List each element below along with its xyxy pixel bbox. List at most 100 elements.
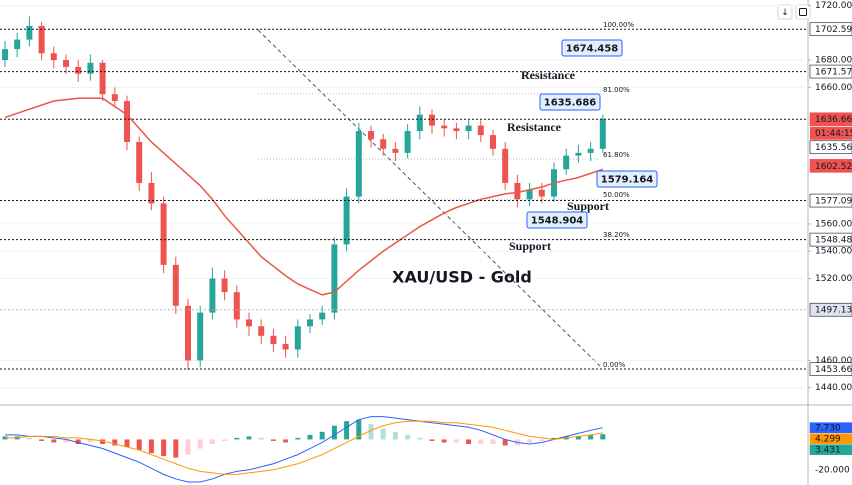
price-tag-label: 1636.663 bbox=[815, 115, 852, 125]
candle-body bbox=[148, 182, 155, 204]
price-tag-label: 7.730 bbox=[815, 424, 841, 434]
candle-body bbox=[209, 278, 216, 313]
maximize-button[interactable] bbox=[795, 4, 811, 20]
histogram-bar bbox=[209, 439, 215, 444]
signal-line bbox=[5, 420, 603, 475]
histogram-bar bbox=[112, 439, 118, 446]
price-tag-label: 4.299 bbox=[815, 435, 841, 445]
histogram-bar bbox=[26, 437, 32, 440]
histogram-bar bbox=[63, 439, 69, 443]
y-tick-label: 1440.000 bbox=[815, 383, 852, 393]
annotation-box bbox=[596, 170, 658, 188]
annotation-box bbox=[526, 211, 588, 229]
annotation-note: Support bbox=[567, 199, 609, 213]
candle-body bbox=[124, 101, 130, 142]
histogram-bar bbox=[75, 439, 81, 444]
annotation-value: 1635.686 bbox=[544, 98, 597, 109]
price-tag bbox=[809, 433, 852, 444]
annotation-note: Support bbox=[509, 239, 551, 253]
candle-body bbox=[111, 94, 118, 102]
candle-body bbox=[197, 312, 204, 361]
candle-body bbox=[63, 60, 69, 67]
histogram-bar bbox=[429, 439, 435, 441]
y-tick-label: -20.000 bbox=[815, 465, 850, 475]
candle-body bbox=[160, 203, 167, 265]
histogram-bar bbox=[441, 439, 447, 443]
histogram-bar bbox=[344, 421, 350, 440]
candle-body bbox=[282, 344, 289, 350]
fib-label: 0.00% bbox=[603, 361, 626, 369]
price-tag bbox=[809, 232, 852, 247]
histogram-bar bbox=[185, 439, 191, 455]
candle-body bbox=[87, 62, 94, 74]
candle-body bbox=[172, 264, 179, 306]
annotation-box bbox=[539, 93, 601, 111]
price-tag-label: 3.431 bbox=[815, 446, 841, 456]
histogram-bar bbox=[319, 431, 325, 440]
candle-body bbox=[331, 244, 338, 313]
candle-body bbox=[233, 292, 240, 320]
fib-label: 100.00% bbox=[603, 21, 634, 29]
candle-body bbox=[26, 25, 33, 40]
price-tag-label: 1635.567 bbox=[815, 143, 852, 153]
candle-body bbox=[294, 326, 301, 350]
histogram-bar bbox=[197, 439, 203, 449]
price-tag bbox=[809, 444, 852, 455]
candle-body bbox=[343, 196, 350, 245]
histogram-bar bbox=[539, 439, 545, 441]
fib-label: 50.00% bbox=[603, 191, 630, 199]
candle-body bbox=[465, 125, 472, 132]
histogram-bar bbox=[490, 439, 496, 444]
fib-trend-line bbox=[257, 29, 601, 367]
annotation-note: Resistance bbox=[521, 68, 576, 82]
price-tag-label: 1602.527 bbox=[815, 162, 852, 172]
candle-body bbox=[563, 155, 570, 170]
candle-body bbox=[99, 62, 106, 95]
histogram-bar bbox=[307, 434, 313, 440]
price-tag bbox=[809, 159, 852, 173]
histogram-bar bbox=[392, 431, 398, 440]
price-tag bbox=[809, 362, 852, 376]
fib-label: 81.00% bbox=[603, 86, 630, 94]
candle-body bbox=[319, 312, 326, 320]
price-tag bbox=[809, 193, 852, 208]
histogram-bar bbox=[502, 439, 508, 446]
annotation-note: Resistance bbox=[507, 120, 562, 134]
price-tag-label: 1671.576 bbox=[815, 68, 852, 78]
y-tick-label: 1520.000 bbox=[815, 274, 852, 284]
price-tag-label: 1577.090 bbox=[815, 197, 852, 207]
countdown: 01:44:15 bbox=[815, 129, 852, 139]
histogram-bar bbox=[161, 439, 167, 457]
candle-body bbox=[38, 25, 45, 54]
candle-body bbox=[599, 118, 606, 149]
histogram-bar bbox=[368, 424, 374, 440]
candle-body bbox=[490, 135, 496, 149]
histogram-bar bbox=[258, 437, 264, 440]
candle-body bbox=[575, 152, 582, 156]
histogram-bar bbox=[588, 434, 594, 440]
histogram-bar bbox=[453, 439, 459, 443]
candle-body bbox=[587, 148, 594, 153]
candle-body bbox=[453, 128, 460, 132]
histogram-bar bbox=[551, 437, 557, 440]
histogram-bar bbox=[173, 439, 179, 458]
histogram-bar bbox=[234, 437, 240, 440]
candle-body bbox=[50, 53, 57, 61]
candle-body bbox=[2, 49, 8, 61]
price-tag-label: 1702.593 bbox=[815, 25, 852, 35]
price-tag-label: 1497.135 bbox=[815, 306, 852, 316]
candle-body bbox=[14, 39, 21, 50]
price-tag bbox=[809, 64, 852, 79]
candle-body bbox=[404, 131, 411, 153]
scroll-icon: ↓ bbox=[781, 8, 789, 18]
candle-body bbox=[477, 125, 484, 136]
candle-body bbox=[380, 139, 387, 149]
annotation-value: 1674.458 bbox=[566, 44, 619, 55]
histogram-bar bbox=[527, 439, 533, 443]
price-tag bbox=[809, 22, 852, 37]
histogram-bar bbox=[39, 439, 45, 441]
y-tick-label: 1660.000 bbox=[815, 83, 852, 93]
annotation-value: 1548.904 bbox=[531, 216, 584, 227]
